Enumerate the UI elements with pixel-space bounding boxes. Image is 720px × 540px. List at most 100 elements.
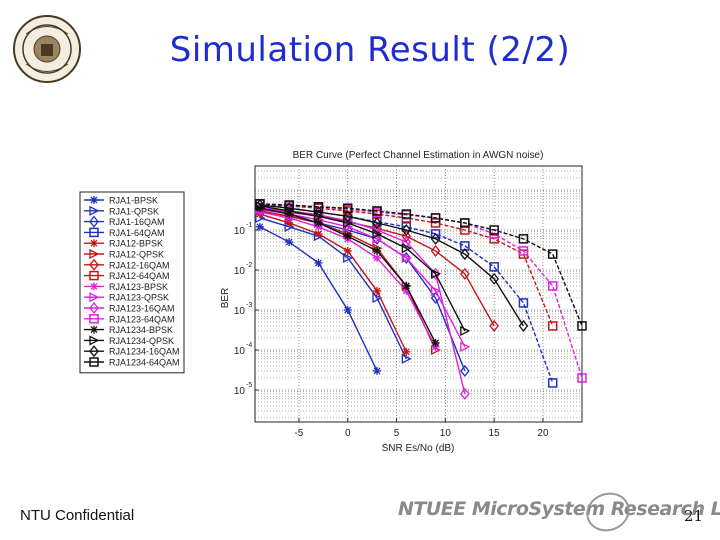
university-seal-logo bbox=[12, 14, 82, 84]
legend-label: RJA1234-BPSK bbox=[109, 325, 173, 335]
data-point bbox=[285, 218, 294, 227]
data-point bbox=[314, 229, 323, 238]
legend-label: RJA1234-QPSK bbox=[109, 336, 174, 346]
data-point bbox=[401, 209, 412, 219]
data-point bbox=[372, 233, 383, 244]
data-point bbox=[372, 228, 383, 239]
data-point bbox=[89, 292, 100, 303]
data-point bbox=[89, 270, 99, 281]
data-point bbox=[547, 378, 558, 388]
series-line bbox=[259, 217, 407, 360]
data-point bbox=[430, 244, 441, 257]
data-point bbox=[255, 199, 265, 209]
y-tick-label: 10 bbox=[234, 346, 246, 357]
data-point bbox=[90, 325, 98, 334]
data-point bbox=[402, 286, 411, 295]
legend-label: RJA123-BPSK bbox=[109, 282, 168, 292]
series-rja1-bpsk bbox=[255, 222, 382, 375]
data-point bbox=[89, 205, 100, 216]
data-point bbox=[372, 223, 382, 237]
data-point bbox=[401, 236, 412, 249]
data-point bbox=[460, 387, 470, 400]
y-axis-label: BER bbox=[220, 288, 231, 309]
data-point bbox=[90, 239, 98, 248]
data-point bbox=[460, 267, 470, 280]
legend-label: RJA1-16QAM bbox=[109, 217, 165, 227]
data-point bbox=[285, 238, 294, 247]
data-point bbox=[313, 202, 324, 212]
x-tick-label: 0 bbox=[345, 428, 351, 439]
data-point bbox=[430, 229, 441, 239]
data-point bbox=[90, 282, 98, 291]
legend-item: RJA1-16QAM bbox=[84, 215, 165, 228]
lab-logo-ring-icon bbox=[580, 486, 636, 538]
data-point bbox=[343, 252, 354, 264]
data-point bbox=[547, 321, 558, 331]
data-point bbox=[460, 218, 470, 228]
series-line bbox=[259, 203, 583, 379]
legend-label: RJA1-BPSK bbox=[109, 196, 158, 206]
legend-item: RJA1234-QPSK bbox=[84, 335, 174, 346]
x-tick-label: 10 bbox=[440, 428, 452, 439]
legend-label: RJA1234-64QAM bbox=[109, 358, 180, 368]
data-point bbox=[518, 246, 529, 256]
legend-item: RJA1234-64QAM bbox=[84, 357, 180, 368]
x-tick-label: 20 bbox=[537, 428, 549, 439]
data-point bbox=[89, 345, 99, 358]
y-tick-label: 10 bbox=[234, 386, 246, 397]
data-point bbox=[372, 292, 383, 304]
data-point bbox=[401, 223, 412, 237]
legend-item: RJA12-QPSK bbox=[84, 248, 164, 260]
data-point bbox=[89, 248, 100, 260]
data-point bbox=[89, 258, 99, 271]
data-point bbox=[489, 225, 499, 235]
legend-label: RJA12-BPSK bbox=[109, 239, 163, 249]
series-line bbox=[259, 205, 466, 332]
y-tick-label: 10 bbox=[234, 226, 246, 237]
footer-confidential: NTU Confidential bbox=[20, 507, 135, 524]
data-point bbox=[343, 246, 352, 255]
y-tick-label: 10 bbox=[234, 266, 246, 277]
legend-label: RJA12-QPSK bbox=[109, 250, 164, 260]
y-tick-exponent: -4 bbox=[246, 342, 252, 349]
lab-logo: NTUEE MicroSystem Research Lab. bbox=[398, 486, 720, 538]
data-point bbox=[489, 234, 499, 244]
legend-item: RJA1234-16QAM bbox=[84, 345, 180, 358]
data-point bbox=[547, 249, 558, 259]
data-point bbox=[577, 373, 587, 383]
data-point bbox=[372, 206, 382, 216]
data-point bbox=[89, 314, 99, 324]
data-point bbox=[401, 230, 412, 243]
data-point bbox=[373, 286, 382, 295]
series-line bbox=[259, 213, 407, 353]
series-group bbox=[255, 199, 587, 400]
data-point bbox=[402, 347, 411, 356]
data-point bbox=[373, 246, 382, 255]
data-point bbox=[402, 281, 411, 290]
data-point bbox=[342, 203, 353, 213]
legend-label: RJA1-64QAM bbox=[109, 228, 165, 238]
legend-label: RJA123-QPSK bbox=[109, 293, 169, 303]
series-line bbox=[259, 204, 525, 327]
legend-label: RJA12-16QAM bbox=[109, 260, 170, 270]
data-point bbox=[89, 301, 99, 315]
x-tick-label: 5 bbox=[394, 428, 400, 439]
data-point bbox=[489, 262, 499, 272]
data-point bbox=[547, 281, 558, 291]
x-axis-label: SNR Es/No (dB) bbox=[382, 443, 455, 454]
y-tick-exponent: -1 bbox=[246, 222, 252, 229]
legend-label: RJA1-QPSK bbox=[109, 206, 159, 216]
data-point bbox=[460, 364, 470, 377]
y-tick-exponent: -3 bbox=[246, 302, 252, 309]
legend-label: RJA1234-16QAM bbox=[109, 347, 180, 357]
data-point bbox=[460, 341, 471, 352]
data-point bbox=[489, 272, 499, 285]
data-point bbox=[518, 298, 529, 308]
legend: RJA1-BPSKRJA1-QPSKRJA1-16QAMRJA1-64QAMRJ… bbox=[79, 191, 185, 374]
data-point bbox=[430, 232, 441, 245]
data-point bbox=[401, 353, 412, 364]
plot-frame bbox=[254, 165, 583, 423]
legend-item: RJA12-64QAM bbox=[84, 270, 170, 281]
